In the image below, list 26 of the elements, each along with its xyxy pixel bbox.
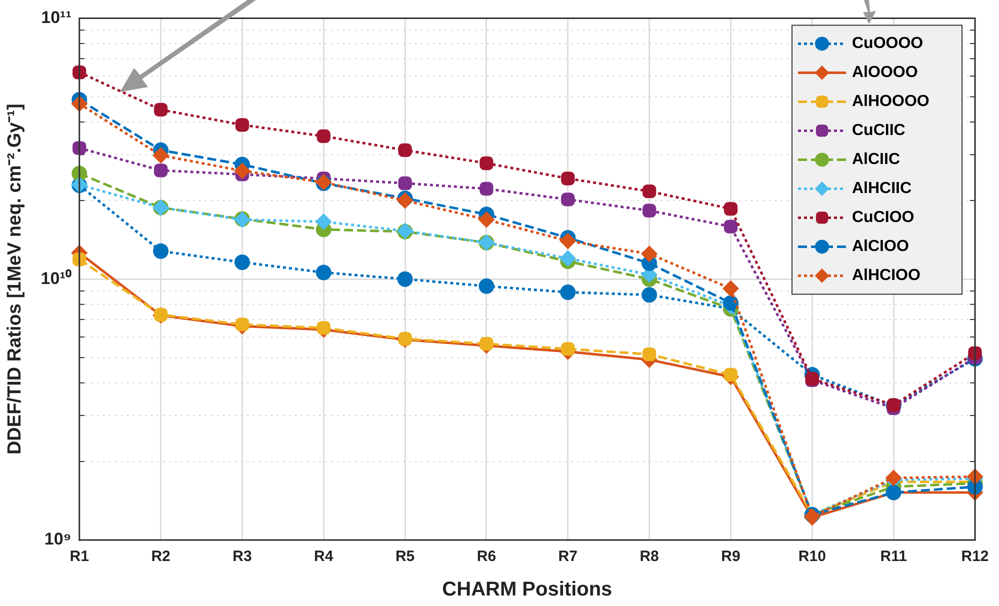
x-tick-label: R12: [961, 548, 989, 566]
x-axis-title: CHARM Positions: [442, 578, 612, 601]
legend-label: CuOOOO: [852, 35, 924, 52]
x-tick-label: R9: [721, 548, 740, 566]
y-axis-title: DDEF/TID Ratios [1MeV neq. cm⁻².Gy⁻¹]: [4, 104, 26, 455]
legend-label: CuCIOO: [852, 209, 914, 226]
legend-label: AlHOOOO: [852, 93, 930, 110]
x-tick-label: R10: [798, 548, 826, 566]
legend-label: AlHCIIC: [852, 180, 912, 198]
legend-label: AlCIIC: [852, 151, 900, 168]
x-tick-label: R4: [314, 548, 334, 566]
y-tick-label: 10¹¹: [41, 8, 72, 27]
x-tick-label: R2: [151, 548, 170, 566]
x-tick-label: R7: [558, 548, 578, 566]
x-tick-label: R8: [640, 548, 659, 566]
x-tick-label: R11: [880, 548, 907, 566]
legend-label: CuCIIC: [852, 122, 906, 140]
x-tick-label: R6: [476, 548, 496, 566]
x-tick-label: R5: [395, 548, 415, 566]
y-tick-label: 10⁹: [44, 530, 72, 549]
legend-label: AlHCIOO: [852, 267, 920, 284]
x-tick-label: R3: [232, 548, 252, 566]
legend-label: AlCIOO: [852, 238, 909, 256]
x-tick-label: R1: [70, 548, 89, 566]
legend-label: AlOOOO: [852, 64, 918, 82]
y-tick-label: 10¹⁰: [40, 268, 72, 288]
